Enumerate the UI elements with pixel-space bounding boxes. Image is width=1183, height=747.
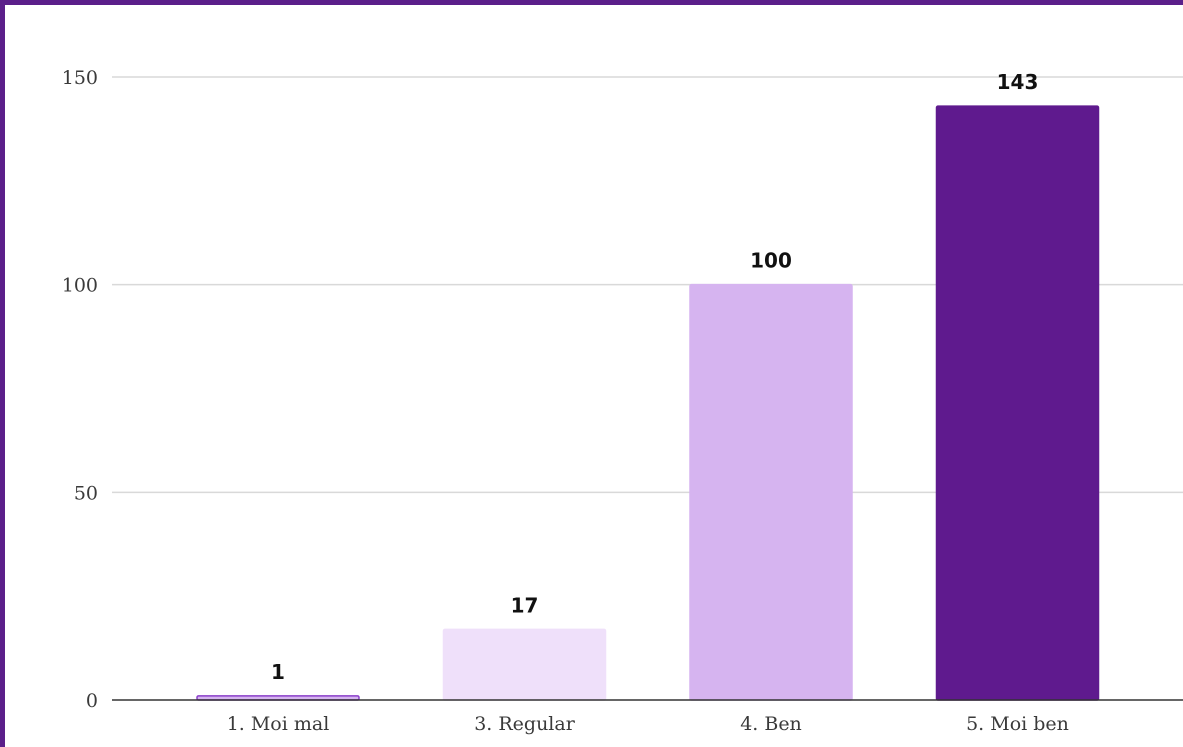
y-tick-label: 50 (74, 482, 98, 504)
bar-4 (935, 105, 1100, 701)
bar-3 (689, 283, 853, 701)
data-label: 100 (750, 249, 792, 273)
x-tick-label: 3. Regular (474, 713, 576, 735)
data-label: 17 (511, 593, 539, 617)
bar-2 (442, 628, 607, 701)
data-label: 1 (271, 660, 285, 684)
y-tick-label: 150 (62, 67, 98, 89)
x-tick-label: 1. Moi mal (227, 713, 330, 735)
y-tick-label: 0 (86, 690, 98, 712)
x-tick-label: 5. Moi ben (966, 713, 1069, 735)
data-label: 143 (997, 70, 1039, 94)
y-tick-label: 100 (62, 275, 98, 297)
x-tick-label: 4. Ben (740, 713, 802, 735)
